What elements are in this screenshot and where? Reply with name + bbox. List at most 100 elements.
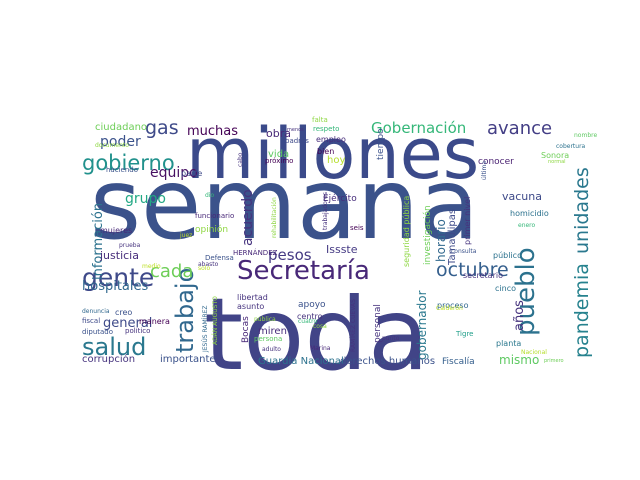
cloud-word: avance bbox=[487, 118, 552, 139]
cloud-word: salud bbox=[82, 333, 146, 361]
cloud-word: nombre bbox=[574, 132, 597, 139]
cloud-word: información bbox=[91, 203, 106, 280]
cloud-word: libertad bbox=[237, 293, 268, 302]
cloud-word: Defensa bbox=[205, 254, 234, 262]
cloud-word: seis bbox=[350, 224, 364, 232]
cloud-word: punto bbox=[382, 335, 400, 342]
cloud-word: creo bbox=[115, 308, 132, 317]
cloud-word: Sonora bbox=[541, 151, 569, 160]
cloud-word: mismo bbox=[499, 353, 539, 367]
cloud-word: cabo bbox=[237, 152, 244, 167]
cloud-word: cosa bbox=[313, 323, 327, 330]
cloud-word: general bbox=[103, 316, 152, 331]
cloud-word: político bbox=[125, 327, 150, 335]
cloud-word: gobierno bbox=[82, 151, 175, 175]
cloud-word: persona bbox=[254, 335, 282, 343]
cloud-word: primer nivel bbox=[463, 197, 472, 245]
cloud-word: Bocas bbox=[241, 316, 251, 343]
cloud-word: Tamaulipas bbox=[447, 209, 458, 266]
cloud-word: pública bbox=[254, 316, 276, 323]
cloud-word: falta bbox=[312, 116, 328, 124]
cloud-word: padres bbox=[285, 137, 309, 145]
cloud-word: trabajadores bbox=[322, 192, 329, 230]
cloud-word: acuerdo bbox=[240, 189, 256, 246]
cloud-word: ciudadano bbox=[95, 122, 147, 133]
cloud-word: secretario bbox=[463, 271, 503, 280]
cloud-word: vacuna bbox=[502, 190, 542, 203]
cloud-word: hoy bbox=[327, 155, 345, 166]
cloud-word: ADÁN AUGUSTO bbox=[212, 296, 219, 345]
cloud-word: respeto bbox=[313, 125, 339, 133]
cloud-word: octubre bbox=[436, 259, 509, 281]
cloud-word: RAMÍREZ CUEVAS bbox=[350, 299, 357, 352]
cloud-word: Guardia Nacional bbox=[258, 356, 344, 367]
cloud-word: Secretaría bbox=[237, 256, 370, 286]
cloud-word: público bbox=[493, 251, 522, 260]
cloud-word: Tigre bbox=[455, 330, 473, 338]
cloud-word: cobertura bbox=[556, 143, 586, 150]
cloud-word: justicia bbox=[99, 249, 139, 262]
cloud-word: fiscal bbox=[82, 317, 100, 325]
cloud-word: personal bbox=[373, 304, 383, 343]
cloud-word: asunto bbox=[237, 302, 264, 311]
cloud-word: conocer bbox=[478, 157, 514, 167]
cloud-word: Gobernación bbox=[371, 119, 466, 137]
cloud-word: Calderón bbox=[436, 305, 463, 312]
cloud-word: trabajo bbox=[171, 268, 199, 353]
cloud-word: adulto bbox=[262, 346, 281, 353]
cloud-word: juez bbox=[179, 232, 192, 239]
cloud-word: obra bbox=[266, 127, 291, 140]
cloud-word: Issste bbox=[326, 243, 358, 256]
cloud-word: cada bbox=[150, 261, 193, 282]
cloud-word: documento bbox=[95, 142, 129, 149]
cloud-word: prueba bbox=[119, 242, 141, 249]
cloud-word: JESÚS RAMÍREZ bbox=[202, 305, 209, 353]
cloud-word: rehabilitación bbox=[271, 197, 278, 238]
cloud-word: HERNÁNDEZ bbox=[233, 248, 278, 257]
cloud-word: horario bbox=[434, 219, 448, 262]
cloud-word: semana bbox=[90, 148, 479, 262]
cloud-word: última bbox=[481, 161, 488, 180]
cloud-word: Fiscalía bbox=[442, 357, 475, 367]
cloud-word: solo bbox=[198, 265, 210, 272]
cloud-word: gente bbox=[82, 263, 154, 292]
cloud-word: toda bbox=[204, 276, 429, 393]
cloud-word: tiempo bbox=[376, 128, 386, 160]
cloud-word: grupo bbox=[125, 191, 166, 207]
cloud-word: vida bbox=[268, 149, 289, 160]
cloud-word: cinco bbox=[495, 284, 516, 293]
cloud-word: menos bbox=[287, 127, 304, 133]
cloud-word: empleo bbox=[316, 135, 346, 144]
cloud-word: homicidio bbox=[510, 209, 549, 218]
cloud-word: hospitales bbox=[82, 279, 149, 294]
cloud-word: primero bbox=[544, 358, 564, 364]
cloud-word: normal bbox=[548, 159, 566, 165]
cloud-word: miren bbox=[258, 326, 287, 337]
cloud-word: pesos bbox=[268, 246, 312, 264]
cloud-word: Ejército bbox=[323, 193, 357, 204]
cloud-word: mujeres bbox=[100, 226, 132, 235]
cloud-word: pueblo bbox=[511, 247, 541, 336]
cloud-word: funcionario bbox=[195, 212, 234, 220]
cloud-word: consulta bbox=[451, 248, 477, 255]
cloud-word: apoyo bbox=[298, 300, 326, 310]
cloud-word: próximo bbox=[265, 157, 293, 165]
cloud-word: centro bbox=[297, 312, 323, 321]
cloud-word: seguridad pública bbox=[402, 196, 411, 267]
cloud-word: cuatro bbox=[298, 318, 317, 325]
cloud-word: unidades bbox=[571, 167, 593, 254]
cloud-word: bien bbox=[317, 147, 334, 156]
cloud-word: derechos humanos bbox=[340, 356, 435, 367]
cloud-word: medio bbox=[142, 263, 161, 270]
cloud-word: años bbox=[512, 300, 527, 331]
cloud-word: Nacional bbox=[521, 349, 547, 356]
cloud-word: gobernador bbox=[415, 290, 429, 360]
cloud-word: haciendo bbox=[106, 166, 138, 174]
cloud-word: proceso bbox=[437, 301, 469, 310]
cloud-word: dio bbox=[205, 192, 214, 199]
cloud-word: Marina bbox=[310, 345, 331, 352]
cloud-word: pandemia bbox=[571, 263, 593, 358]
cloud-word: diputado bbox=[82, 328, 113, 336]
cloud-word: manera bbox=[139, 317, 170, 326]
